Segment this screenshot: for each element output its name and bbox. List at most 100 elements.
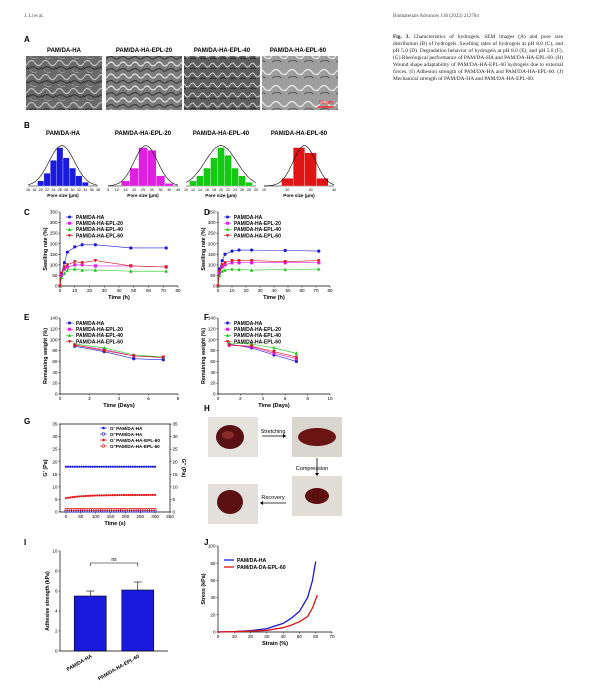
- data-point: [75, 495, 79, 498]
- histogram-bar: [138, 147, 148, 187]
- legend-marker: [68, 234, 71, 238]
- legend-marker: [102, 438, 105, 442]
- y-tick-label: 0: [213, 630, 216, 635]
- data-point: [164, 269, 168, 273]
- x-tick-label: 40: [281, 634, 287, 639]
- data-point: [161, 356, 165, 360]
- data-point: [93, 465, 97, 468]
- panel-j-chart: J 0 20 40 60 80 100 0 10 20 30 40 50 60 70 Strain (%) St…: [201, 538, 335, 647]
- x-axis-label: Strain (%): [262, 641, 288, 647]
- data-point: [113, 494, 117, 497]
- data-point: [220, 265, 224, 269]
- category-label: PAM/DA-HA: [66, 653, 94, 673]
- y-tick-label: 100: [50, 262, 58, 267]
- histogram-bar: [196, 175, 204, 187]
- x-tick-label: 2: [239, 396, 242, 401]
- data-point: [106, 508, 110, 511]
- data-point: [65, 268, 69, 272]
- histogram-tick: 25: [141, 188, 145, 192]
- y-tick-label: 0: [55, 510, 58, 515]
- series-line: [217, 262, 319, 287]
- x-tick-label: 70: [313, 288, 319, 293]
- histogram-tick: 24: [51, 188, 55, 192]
- histogram-bar: [50, 160, 57, 187]
- data-point: [272, 345, 276, 350]
- y-tick-label: 0: [55, 649, 58, 654]
- legend-marker: [226, 227, 229, 231]
- data-point: [227, 343, 231, 348]
- legend-marker: [68, 321, 71, 325]
- data-point: [223, 261, 227, 265]
- histogram-tick: 30: [309, 188, 313, 192]
- data-point: [126, 508, 130, 511]
- y-tick-label: 50: [210, 273, 216, 278]
- series-line: [229, 343, 297, 362]
- data-point: [294, 355, 298, 360]
- data-point: [116, 465, 119, 468]
- hydrogel-4: [217, 490, 243, 514]
- y-tick-label: 80: [210, 348, 216, 353]
- panel-e-label: E: [24, 313, 30, 322]
- data-point: [91, 508, 95, 511]
- data-point: [216, 284, 220, 288]
- x-tick-label: 80: [175, 288, 181, 293]
- data-point: [125, 493, 128, 497]
- data-point: [132, 354, 136, 358]
- x-tick-label: 8: [306, 396, 309, 401]
- data-point: [131, 508, 135, 511]
- x-tick-label: 10: [229, 288, 235, 293]
- series-line: [59, 268, 167, 287]
- data-point: [73, 495, 76, 498]
- histogram-tick: 45: [176, 188, 180, 192]
- data-point: [145, 465, 148, 468]
- y-tick-label: 30: [52, 434, 58, 439]
- data-point: [147, 465, 150, 468]
- histogram-tick: 20: [132, 188, 136, 192]
- data-point: [80, 268, 84, 272]
- series-line: [229, 344, 297, 359]
- y-tick-label: 150: [208, 252, 216, 257]
- y-axis-label: G' (Pa): [43, 459, 49, 476]
- x-tick-label: 20: [243, 288, 249, 293]
- data-point: [84, 508, 88, 511]
- histogram-tick: 15: [124, 188, 128, 192]
- legend-entry: PAM/DA-HA-EPL-20: [76, 327, 123, 333]
- histogram-tick: 28: [247, 188, 251, 192]
- histogram-tick: 26: [240, 188, 244, 192]
- histogram-bar: [210, 157, 218, 187]
- series-line: [59, 264, 167, 287]
- category-label: PAM/DA-HA-EPL-60: [97, 653, 141, 682]
- legend-marker: [226, 221, 229, 225]
- histogram-tick: 35: [159, 188, 163, 192]
- y-tick-label: 120: [50, 326, 58, 331]
- data-point: [283, 260, 287, 264]
- histogram-tick: 26: [58, 188, 62, 192]
- data-point: [317, 261, 321, 265]
- y-tick-label: 0: [55, 392, 58, 397]
- data-point: [250, 261, 254, 265]
- legend-entry: PAM/DA-HA-EPL-60: [76, 233, 123, 239]
- panel-a-label: A: [24, 35, 30, 44]
- data-point: [102, 494, 105, 497]
- data-point: [113, 508, 117, 511]
- data-point: [113, 465, 117, 468]
- data-point: [161, 358, 165, 362]
- panel-b-label: B: [24, 121, 30, 130]
- histogram-bar: [43, 173, 51, 187]
- histogram-title-2: PAM/DA-HA-EPL-20: [115, 131, 172, 137]
- legend-marker: [101, 444, 106, 448]
- histogram-fit-curve: [27, 145, 97, 186]
- data-point: [78, 465, 81, 468]
- data-point: [65, 265, 69, 269]
- data-point: [87, 465, 90, 468]
- legend-entry: PAM/DA-HA-EPL-40: [234, 227, 281, 233]
- data-point: [135, 508, 139, 511]
- y-tick-label: 40: [210, 370, 216, 375]
- x-tick-label: 8: [177, 396, 180, 401]
- x-tick-label: 0: [59, 396, 62, 401]
- data-point: [136, 465, 139, 468]
- y-tick-label: 100: [208, 544, 216, 549]
- data-point: [62, 265, 67, 269]
- histogram-tick: 14: [198, 188, 202, 192]
